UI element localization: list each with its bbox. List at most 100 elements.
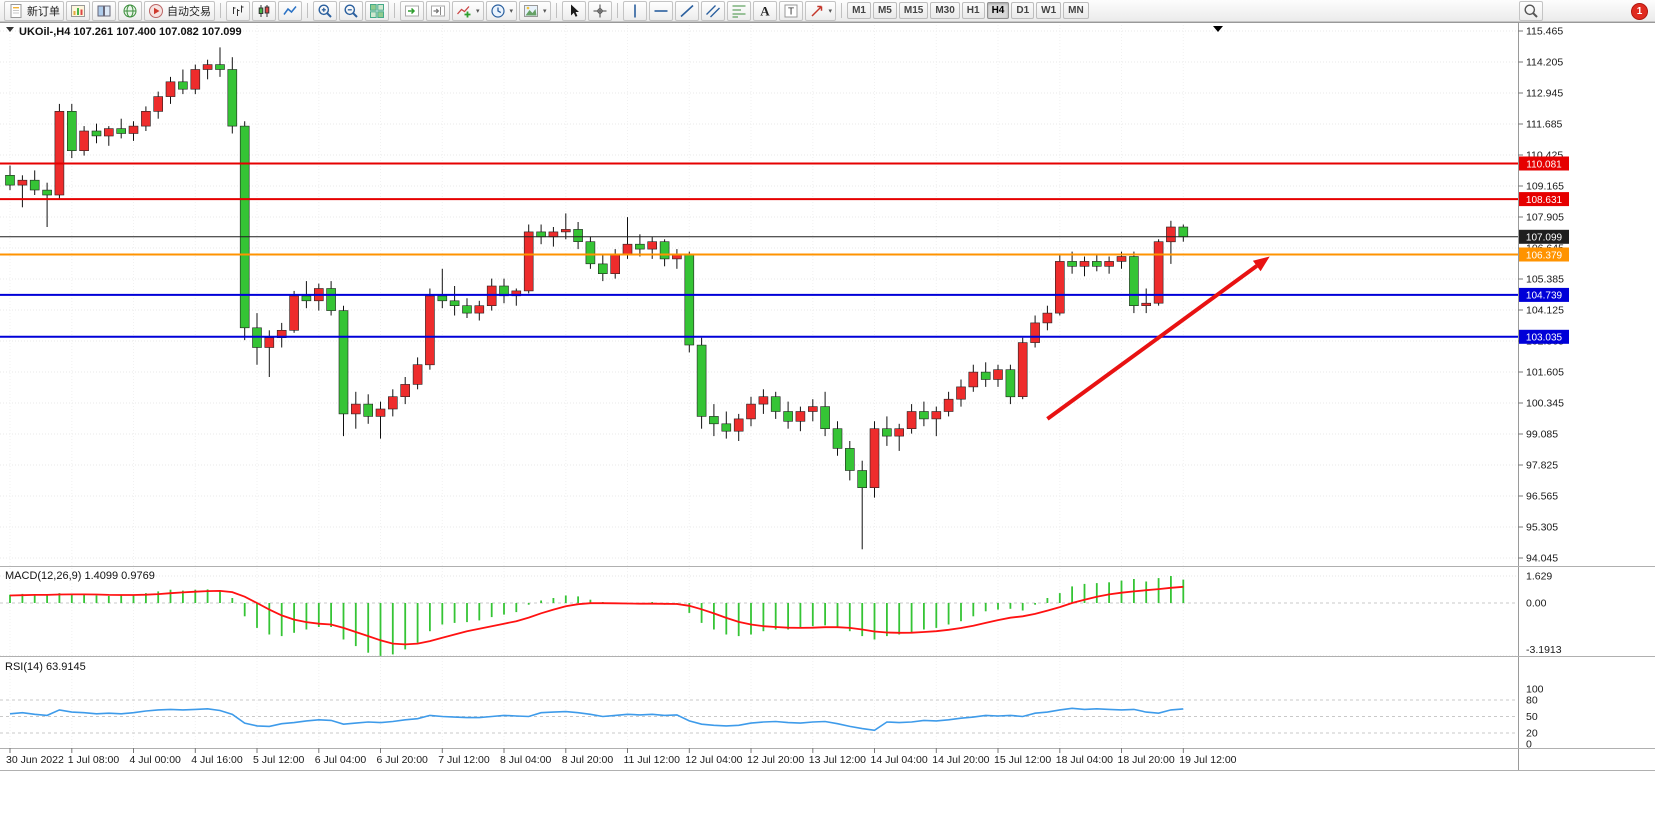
candlestick-mode-button[interactable]: [252, 0, 276, 21]
candle-down: [709, 416, 719, 425]
dropdown-arrow-icon: ▾: [828, 7, 833, 15]
price-tick-label: 94.045: [1526, 553, 1558, 565]
auto-trading-button[interactable]: 自动交易: [144, 0, 215, 21]
horizontal-line-tool-button[interactable]: [648, 0, 673, 21]
time-label: 14 Jul 04:00: [871, 754, 928, 766]
crosshair-icon: [593, 4, 607, 17]
cursor-button[interactable]: [561, 0, 586, 21]
doc-plus-icon: [10, 3, 22, 18]
candle-up: [375, 408, 386, 417]
timeframe-h4-button[interactable]: H4: [986, 2, 1010, 19]
time-label: 19 Jul 12:00: [1179, 754, 1236, 766]
main-toolbar: 新订单 自动交易 ▾ ▾ ▾ A T ▾ M1 M5 M15 M30 H1 H4 D1 W1 MN: [0, 0, 1655, 22]
candle-up: [54, 111, 65, 196]
notification-badge[interactable]: 1: [1631, 3, 1648, 20]
label-tool-button[interactable]: T: [778, 0, 803, 21]
template-icon: [524, 4, 539, 17]
timeframe-mn-button[interactable]: MN: [1063, 2, 1089, 19]
toolbar-separator: [555, 3, 557, 18]
candle-up: [387, 396, 398, 410]
candle-down: [215, 64, 225, 70]
trend-arrow[interactable]: [1046, 264, 1258, 421]
candle-down: [635, 243, 645, 250]
time-label: 8 Jul 04:00: [500, 754, 552, 766]
candle-down: [820, 406, 830, 430]
time-label: 30 Jun 2022: [6, 754, 64, 766]
dropdown-arrow-icon: ▾: [543, 7, 547, 15]
trend-arrow-layer: [1046, 256, 1270, 421]
candle-up: [746, 403, 756, 420]
indicators-button[interactable]: ▾: [452, 0, 484, 21]
macd-title: MACD(12,26,9) 1.4099 0.9769: [5, 570, 155, 582]
candle-down: [1005, 369, 1016, 398]
arrows-tool-button[interactable]: ▾: [804, 0, 837, 21]
zoom-in-button[interactable]: [313, 0, 337, 21]
zoom-out-button[interactable]: [339, 0, 363, 21]
bar-chart-mode-button[interactable]: [226, 0, 250, 21]
search-button[interactable]: [1519, 0, 1543, 21]
profiles-button[interactable]: [92, 0, 116, 21]
auto-scroll-button[interactable]: [400, 0, 424, 21]
line-chart-mode-button[interactable]: [278, 0, 302, 21]
macd-signal-line: [9, 585, 1184, 646]
channel-tool-button[interactable]: [700, 0, 725, 21]
trendline-icon: [680, 4, 694, 17]
timeframe-m30-button[interactable]: M30: [930, 2, 960, 19]
trendline-tool-button[interactable]: [674, 0, 699, 21]
candle-up: [1166, 226, 1176, 243]
periods-button[interactable]: ▾: [485, 0, 518, 21]
fibonacci-tool-button[interactable]: [726, 0, 751, 21]
candle-down: [597, 263, 608, 274]
candle-down: [338, 310, 349, 415]
fibo-icon: [732, 5, 746, 17]
candle-up: [894, 428, 905, 437]
toolbar-separator: [394, 3, 395, 18]
timeframe-m5-button[interactable]: M5: [872, 2, 897, 19]
candle-down: [5, 175, 15, 186]
tile-windows-button[interactable]: [365, 0, 389, 21]
candle-down: [1178, 226, 1189, 238]
candle-down: [437, 295, 448, 302]
candle-up: [943, 398, 954, 412]
candle-down: [326, 288, 336, 311]
candle-up: [733, 418, 744, 432]
text-a-icon: A: [760, 3, 770, 18]
text-tool-button[interactable]: A: [752, 0, 777, 21]
timeframe-d1-button[interactable]: D1: [1011, 2, 1035, 19]
dropdown-arrow-icon: ▾: [509, 7, 514, 15]
candle-down: [239, 125, 250, 329]
timeframe-m15-button[interactable]: M15: [898, 2, 929, 19]
chart-shift-marker[interactable]: [1213, 26, 1223, 32]
time-label: 12 Jul 04:00: [685, 754, 742, 766]
svg-text:T: T: [787, 6, 793, 17]
candle-down: [684, 253, 695, 346]
templates-button[interactable]: ▾: [519, 0, 551, 21]
time-label: 15 Jul 12:00: [994, 754, 1051, 766]
price-tick-label: 111.685: [1526, 119, 1563, 131]
candle-down: [832, 428, 843, 449]
chart-collapse-icon[interactable]: [6, 27, 14, 32]
scripts-button[interactable]: [118, 0, 142, 21]
chart-shift-button[interactable]: [426, 0, 450, 21]
candle-down: [770, 396, 781, 412]
price-badge: [1519, 192, 1569, 207]
candle-down: [536, 231, 546, 238]
time-label: 8 Jul 20:00: [562, 754, 614, 766]
timeframe-h1-button[interactable]: H1: [961, 2, 985, 19]
new-order-button[interactable]: 新订单: [4, 0, 64, 21]
candle-up: [104, 128, 114, 137]
candle-up: [523, 231, 534, 292]
chart-window[interactable]: 115.465114.205112.945111.685110.425109.1…: [0, 22, 1655, 817]
candle-down: [301, 295, 312, 302]
search-icon: [1524, 4, 1538, 18]
crosshair-button[interactable]: [587, 0, 612, 21]
timeframe-m1-button[interactable]: M1: [847, 2, 871, 19]
time-label: 4 Jul 00:00: [130, 754, 182, 766]
vertical-line-tool-button[interactable]: [622, 0, 647, 21]
indicator-add-icon: [457, 5, 471, 17]
candle-up: [425, 295, 435, 366]
channel-icon: [705, 4, 720, 17]
new-chart-button[interactable]: [66, 0, 90, 21]
timeframe-w1-button[interactable]: W1: [1036, 2, 1062, 19]
zoom-out-icon: [344, 4, 358, 18]
